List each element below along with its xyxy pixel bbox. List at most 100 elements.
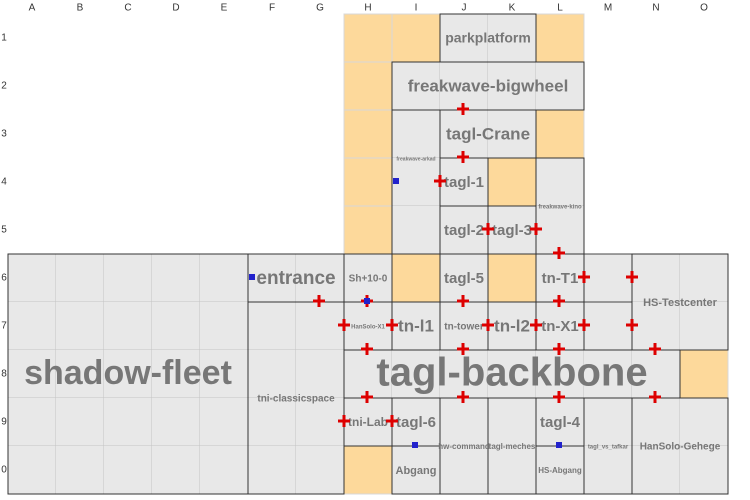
column-header: H — [364, 3, 371, 14]
cell — [583, 301, 633, 351]
room — [535, 445, 585, 495]
room-label: freakwave-kino — [538, 205, 582, 211]
empty-cell — [343, 157, 393, 207]
column-header: B — [77, 3, 84, 14]
room-label: shadow-fleet — [24, 354, 232, 392]
room-label: freakwave-arkad — [396, 156, 435, 162]
door — [393, 178, 399, 184]
connector — [338, 319, 350, 331]
connector — [530, 319, 542, 331]
room-label: tn-tower — [444, 322, 484, 333]
connector — [457, 151, 469, 163]
room-label: tagl-5 — [444, 270, 484, 287]
connector — [386, 415, 398, 427]
column-header: D — [172, 3, 179, 14]
room-label: tn-l1 — [398, 316, 434, 335]
empty-cell — [343, 205, 393, 255]
column-header: O — [700, 3, 708, 14]
room — [631, 397, 729, 495]
empty-cell — [679, 349, 729, 399]
connector — [553, 391, 565, 403]
connector — [649, 343, 661, 355]
room-label: HS-Abgang — [538, 466, 582, 475]
connector — [649, 391, 661, 403]
row-header: 8 — [1, 369, 7, 380]
row-header: 7 — [1, 321, 7, 332]
connector — [386, 319, 398, 331]
connector — [434, 175, 446, 187]
empty-cell — [487, 157, 537, 207]
room — [439, 301, 489, 351]
room — [439, 253, 489, 303]
room — [247, 253, 345, 303]
column-header: L — [557, 3, 563, 14]
connector — [361, 391, 373, 403]
room-label: HS-Testcenter — [643, 297, 717, 309]
door — [364, 298, 370, 304]
room — [439, 397, 489, 495]
connector — [626, 319, 638, 331]
row-header: 6 — [1, 273, 7, 284]
column-header: G — [316, 3, 324, 14]
room — [7, 253, 249, 495]
empty-cell — [391, 13, 441, 63]
room-label: tagl-1 — [444, 174, 484, 191]
column-header: N — [652, 3, 659, 14]
connector — [457, 391, 469, 403]
room — [631, 253, 729, 351]
empty-cell — [535, 109, 585, 159]
connector — [578, 319, 590, 331]
empty-cell — [391, 253, 441, 303]
room-label: Sh+10-0 — [349, 274, 388, 285]
column-header: C — [124, 3, 131, 14]
room — [343, 349, 681, 399]
column-header: A — [29, 3, 36, 14]
connector — [361, 343, 373, 355]
empty-cell — [343, 445, 393, 495]
connector — [482, 223, 494, 235]
empty-cell — [343, 13, 393, 63]
room-label: tagl-Crane — [446, 124, 530, 143]
room-label: parkplatform — [445, 30, 531, 46]
room-label: hw-command — [438, 442, 490, 451]
connector — [482, 319, 494, 331]
column-header: E — [221, 3, 228, 14]
row-header: 5 — [1, 225, 7, 236]
connector — [457, 103, 469, 115]
column-header: F — [269, 3, 275, 14]
room-label: Abgang — [396, 465, 437, 477]
room — [391, 109, 441, 255]
room-label: tn-X1 — [541, 318, 579, 335]
room — [247, 301, 345, 495]
room — [343, 301, 393, 351]
room-label: HanSolo-Gehege — [640, 442, 721, 453]
room — [391, 61, 585, 111]
row-header: 9 — [1, 417, 7, 428]
cell — [583, 253, 633, 303]
column-header: M — [604, 3, 612, 14]
empty-cell — [343, 61, 393, 111]
row-header: 1 — [1, 33, 7, 44]
room — [391, 397, 441, 447]
room-label: tagl-2 — [444, 222, 484, 239]
room-label: tagl-6 — [396, 414, 436, 431]
connector — [457, 295, 469, 307]
room — [391, 445, 441, 495]
room-label: HanSolo-X1 — [351, 325, 385, 331]
room-label: tagl-meches — [489, 442, 536, 451]
door — [556, 442, 562, 448]
row-header: 0 — [1, 465, 7, 476]
door — [412, 442, 418, 448]
room-label: tagl-backbone — [376, 351, 647, 395]
room — [535, 253, 585, 303]
room-label: tn-T1 — [542, 270, 579, 287]
connector — [553, 295, 565, 307]
column-header: I — [415, 3, 418, 14]
room — [391, 301, 441, 351]
room-label: tagl_vs_tafkar — [588, 445, 629, 451]
room — [439, 109, 537, 159]
connector — [530, 223, 542, 235]
column-header: K — [509, 3, 516, 14]
room-label: tn-l2 — [494, 316, 530, 335]
connector — [626, 271, 638, 283]
